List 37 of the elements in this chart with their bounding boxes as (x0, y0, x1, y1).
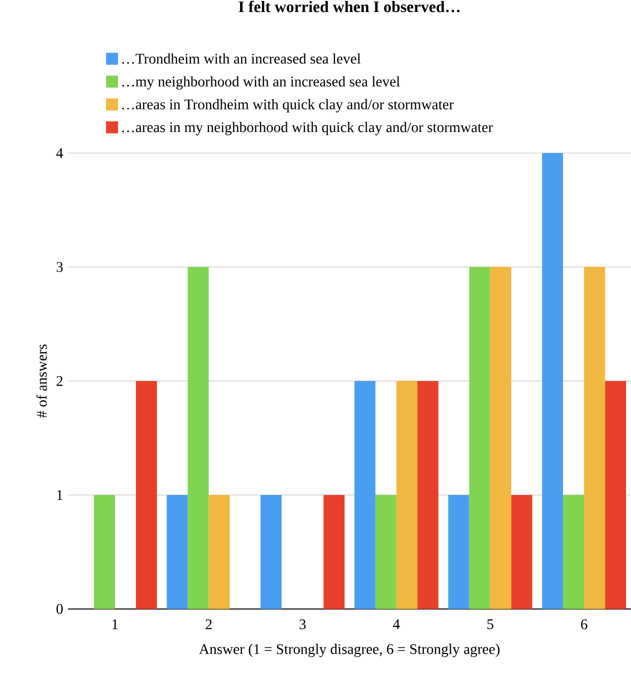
legend-label: …areas in my neighborhood with quick clay and/or stormwater (122, 122, 493, 136)
bar (324, 495, 345, 609)
bar (448, 495, 470, 609)
legend-label: …Trondheim with an increased sea level (122, 53, 361, 64)
bar (354, 381, 376, 609)
bar (605, 381, 626, 609)
x-tick-label: 6 (581, 619, 588, 630)
x-tick-label: 1 (112, 619, 118, 630)
bar (542, 152, 564, 609)
chart-title: I felt worried when I observed… (238, 0, 460, 12)
bar (469, 266, 490, 609)
bar (584, 266, 606, 609)
bar (396, 381, 418, 609)
bar (511, 495, 532, 609)
bar (208, 495, 230, 609)
y-tick-label: 2 (56, 376, 62, 386)
y-tick-label: 0 (56, 604, 63, 614)
bar (563, 495, 584, 609)
bar (375, 495, 396, 609)
y-tick-label: 1 (57, 490, 62, 500)
bar (188, 266, 209, 609)
x-tick-label: 5 (487, 619, 494, 630)
bar (490, 266, 512, 609)
x-axis-title: Answer (1 = Strongly disagree, 6 = Strongly agree) (199, 644, 500, 658)
x-tick-label: 4 (393, 619, 400, 630)
legend-label: …my neighborhood with an increased sea level (122, 76, 400, 90)
x-tick-label: 3 (300, 619, 306, 630)
bar (94, 495, 115, 609)
y-tick-label: 3 (56, 262, 63, 272)
bar (136, 381, 157, 609)
x-tick-label: 2 (206, 619, 212, 630)
y-tick-label: 4 (56, 148, 64, 158)
bar (417, 381, 438, 609)
y-axis-title: # of answers (36, 344, 47, 418)
bar (166, 495, 188, 609)
bar (260, 495, 282, 609)
legend-label: …areas in Trondheim with quick clay and/or stormwater (122, 99, 454, 112)
